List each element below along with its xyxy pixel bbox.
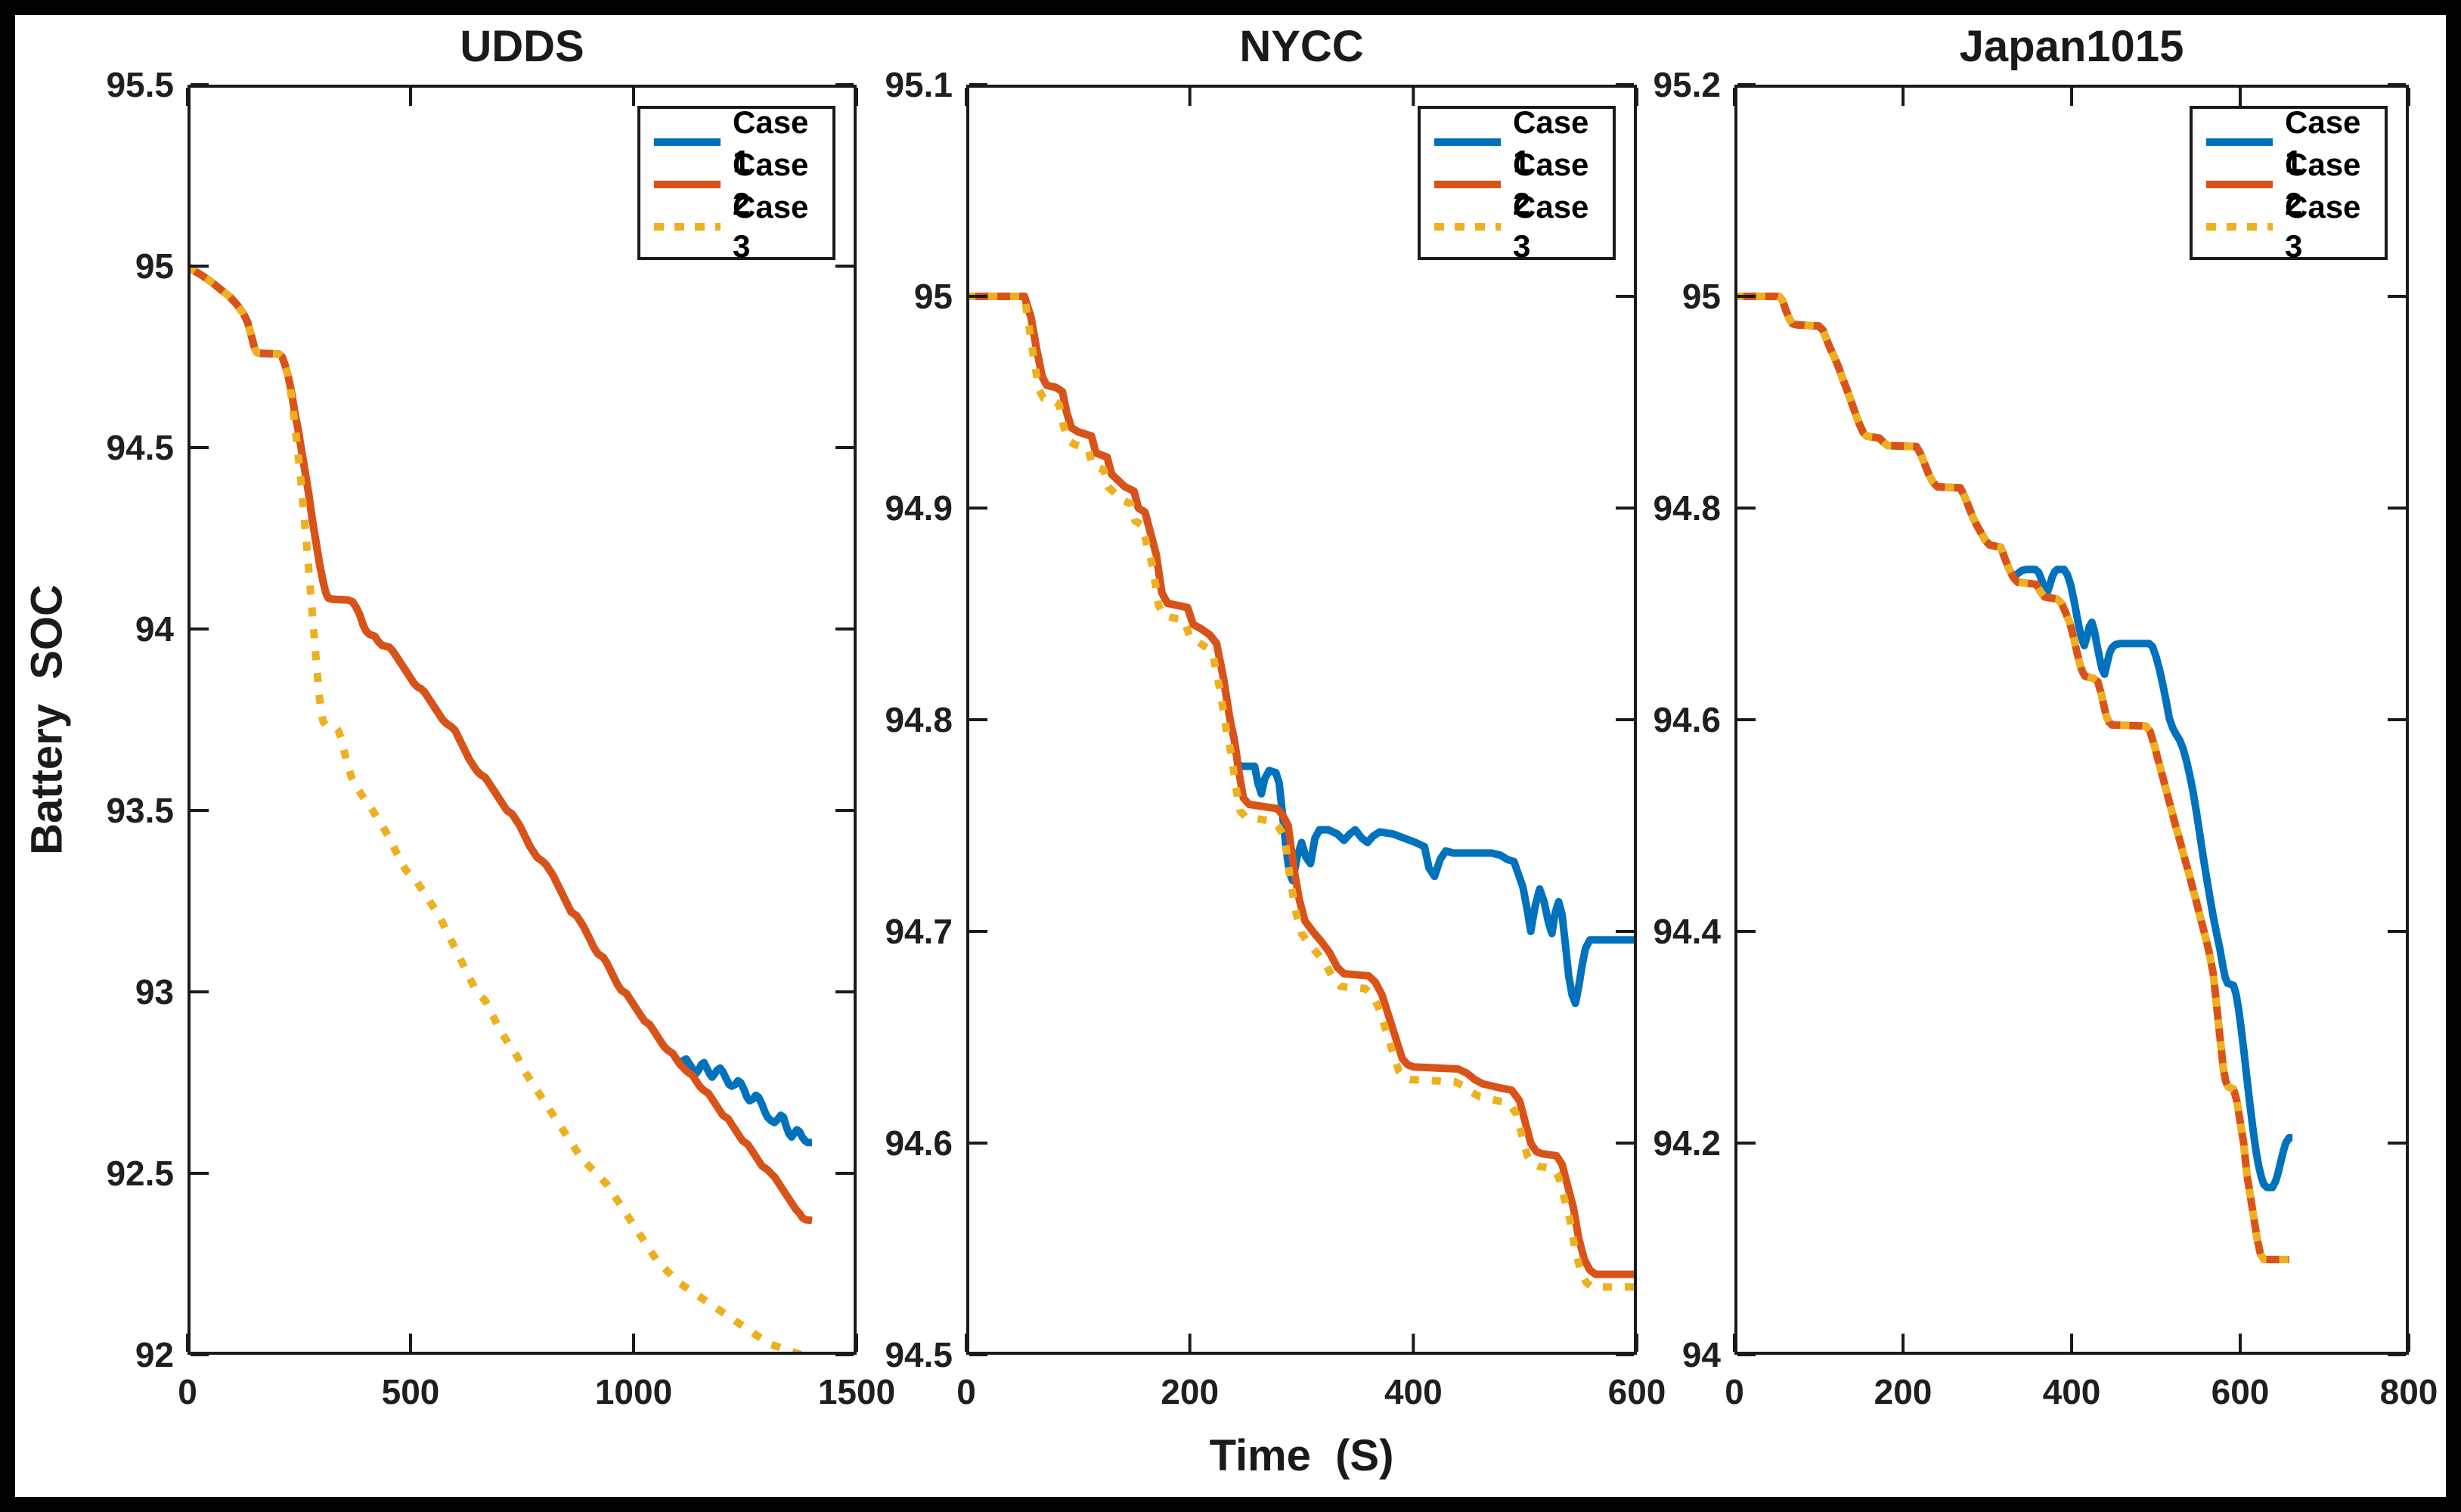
x-tick-label: 1500 [817,1372,896,1411]
y-tick-label: 95.2 [1653,65,1721,104]
y-tick-label: 94.9 [885,488,953,528]
legend-nycc: Case 1 Case 2 Case 3 [1418,104,1616,264]
legend-japan1015: Case 1 Case 2 Case 3 [2190,104,2388,264]
legend-udds: Case 1 Case 2 Case 3 [637,104,835,264]
x-tick-label: 400 [1384,1372,1443,1411]
y-tick-label: 93.5 [106,791,174,830]
legend-label-case-2: Case 2 [733,147,809,222]
legend-line-sample-case-2 [2206,181,2273,188]
legend-line-sample-case-2 [1434,181,1501,188]
series-line-case-3 [966,293,1637,1291]
axes-box [1734,85,2409,1355]
y-tick-label: 92 [135,1335,174,1374]
legend-row: Case 1 [654,104,817,179]
x-tick-label: 600 [2211,1372,2270,1411]
legend-line-sample-case-3 [1434,223,1501,231]
y-tick-label: 95.1 [885,65,953,104]
legend-label-case-3: Case 3 [1513,189,1589,264]
legend-label-case-1: Case 1 [2285,104,2361,179]
y-tick-label: 95.5 [106,65,174,104]
legend-row: Case 3 [2206,189,2370,264]
y-tick-label: 93 [135,972,174,1012]
legend-row: Case 2 [2206,147,2370,222]
x-tick-label: 400 [2042,1372,2101,1411]
y-tick-label: 94.4 [1653,912,1721,951]
legend-line-sample-case-1 [1434,138,1501,146]
series-line-case-2 [966,293,1637,1278]
x-tick-label: 800 [2379,1372,2438,1411]
series-line-case-2 [188,262,813,1225]
legend-line-sample-case-3 [654,223,721,231]
y-tick-label: 95 [913,277,953,316]
plot-area-nycc [965,83,1638,1356]
legend-label-case-3: Case 3 [733,189,809,264]
legend-row: Case 1 [2206,104,2370,179]
axes-box [188,85,857,1355]
plot-area-japan1015 [1733,83,2410,1356]
legend-line-sample-case-1 [654,138,721,146]
y-tick-label: 95 [135,246,174,286]
legend-row: Case 3 [1434,189,1598,264]
x-tick-label: 200 [1161,1372,1220,1411]
y-tick-label: 94.2 [1653,1123,1721,1163]
x-tick-label: 1000 [594,1372,673,1411]
y-tick-label: 94.5 [106,428,174,467]
legend-line-sample-case-2 [654,181,721,188]
y-tick-label: 94.7 [885,912,953,951]
x-tick-label: 600 [1607,1372,1666,1411]
axes-box [966,85,1637,1355]
legend-row: Case 2 [654,147,817,222]
legend-row: Case 2 [1434,147,1598,222]
legend-label-case-1: Case 1 [1513,104,1589,179]
x-tick-label: 500 [381,1372,440,1411]
legend-label-case-1: Case 1 [733,104,809,179]
y-tick-label: 95 [1681,277,1721,316]
series-line-case-1 [188,262,812,1147]
y-tick-label: 94.6 [885,1123,953,1163]
legend-row: Case 1 [1434,104,1598,179]
legend-row: Case 3 [654,189,817,264]
plot-area-udds [186,83,858,1356]
x-axis-label: Time (S) [1209,1431,1394,1480]
legend-line-sample-case-3 [2206,223,2273,231]
legend-label-case-2: Case 2 [1513,147,1589,222]
series-line-case-2 [1734,293,2289,1263]
chart-title-udds: UDDS [460,22,584,71]
x-tick-label: 0 [178,1372,197,1411]
series-line-case-1 [1734,293,2293,1191]
legend-label-case-3: Case 3 [2285,189,2361,264]
y-tick-label: 94.8 [1653,488,1721,528]
series-line-case-3 [1734,293,2289,1263]
y-tick-label: 94.5 [885,1335,953,1374]
y-tick-label: 94.8 [885,700,953,739]
chart-title-japan1015: Japan1015 [1959,22,2184,71]
chart-title-nycc: NYCC [1239,22,1364,71]
x-tick-label: 200 [1874,1372,1933,1411]
y-tick-label: 94 [135,609,174,649]
legend-line-sample-case-1 [2206,138,2273,146]
x-tick-label: 0 [956,1372,976,1411]
y-tick-label: 94.6 [1653,700,1721,739]
legend-label-case-2: Case 2 [2285,147,2361,222]
y-tick-label: 94 [1681,1335,1721,1374]
series-line-case-3 [188,262,812,1355]
y-tick-label: 92.5 [106,1154,174,1193]
x-tick-label: 0 [1725,1372,1744,1411]
